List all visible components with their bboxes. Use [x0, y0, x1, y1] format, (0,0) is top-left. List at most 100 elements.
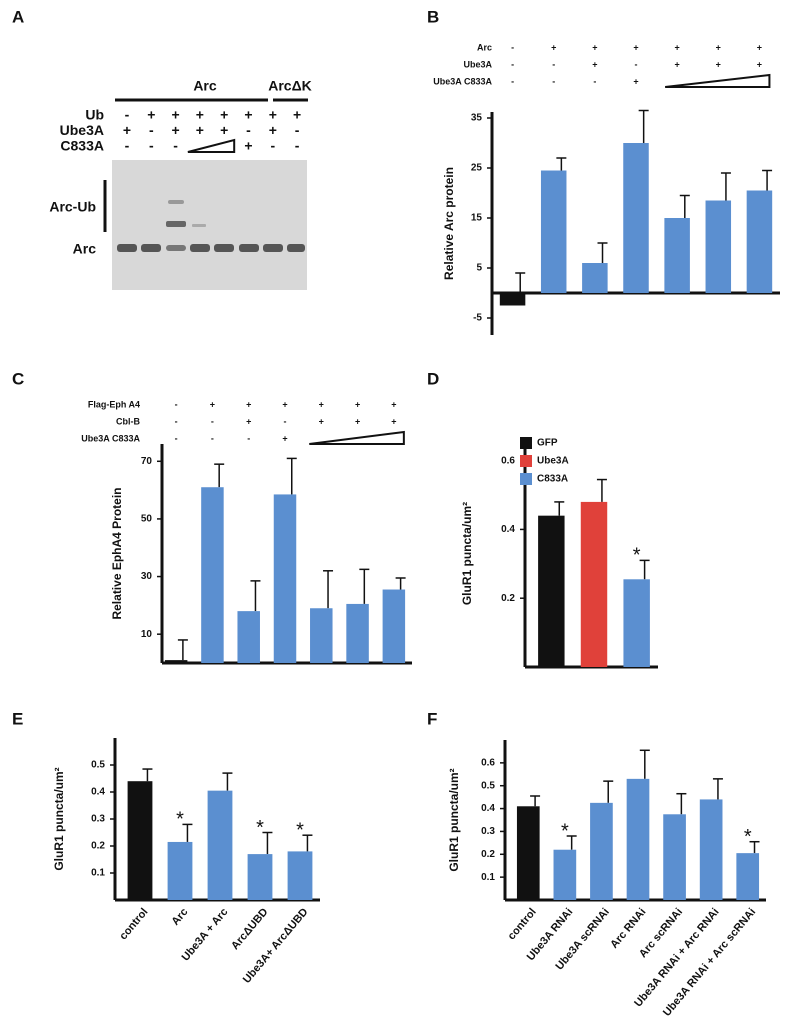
bar — [540, 170, 567, 293]
bar — [127, 781, 153, 900]
condition-sign: - — [246, 122, 251, 138]
legend-swatch — [520, 437, 532, 449]
condition-sign: + — [757, 59, 762, 69]
condition-sign: - — [511, 76, 514, 86]
y-tick-label: 0.1 — [91, 868, 105, 879]
bar — [167, 841, 193, 900]
bar — [538, 515, 565, 667]
y-axis-label: GluR1 puncta/um² — [52, 767, 66, 870]
condition-sign: - — [125, 107, 130, 123]
condition-sign: + — [244, 107, 252, 123]
bar — [623, 579, 650, 667]
wedge — [665, 73, 771, 88]
condition-sign: + — [172, 107, 180, 123]
condition-sign: + — [633, 76, 638, 86]
legend-label: GFP — [537, 438, 558, 449]
significance: * — [744, 826, 752, 848]
y-tick-label: 0.6 — [501, 455, 515, 466]
y-tick-label: 0.4 — [481, 803, 495, 814]
bar — [382, 589, 406, 663]
gel-header: Arc — [193, 78, 217, 94]
panel-label: B — [427, 7, 439, 26]
condition-sign: - — [511, 59, 514, 69]
y-tick-label: 10 — [141, 629, 153, 640]
condition-sign: - — [125, 138, 130, 154]
condition-sign: + — [123, 122, 131, 138]
bar — [626, 778, 650, 900]
condition-sign: - — [149, 122, 154, 138]
condition-sign: + — [757, 42, 762, 52]
gel-panel: A Arc ArcΔK Arc-Ub Arc — [12, 7, 312, 290]
band-label: Arc-Ub — [49, 199, 96, 215]
condition-sign: - — [593, 76, 596, 86]
condition-sign: - — [295, 138, 300, 154]
condition-sign: - — [175, 433, 178, 443]
legend-label: Ube3A — [537, 456, 569, 467]
significance: * — [633, 545, 641, 567]
band-label: Arc — [73, 241, 97, 257]
condition-sign: + — [551, 42, 556, 52]
bar — [623, 143, 649, 293]
legend-swatch — [520, 455, 532, 467]
gel-image — [112, 160, 307, 290]
condition-name: Ub — [85, 107, 104, 123]
condition-sign: + — [196, 122, 204, 138]
condition-sign: + — [147, 107, 155, 123]
panel-label: A — [12, 7, 24, 26]
bar — [736, 853, 760, 900]
condition-sign: + — [391, 399, 396, 409]
condition-name: Flag-Eph A4 — [88, 399, 140, 409]
bar — [699, 799, 723, 900]
bar — [746, 190, 773, 293]
condition-sign: - — [552, 76, 555, 86]
condition-sign: + — [269, 122, 277, 138]
condition-name: Ube3A C833A — [433, 76, 492, 86]
condition-sign: - — [295, 122, 300, 138]
condition-sign: + — [246, 399, 251, 409]
bar — [287, 851, 313, 900]
condition-name: Ube3A — [60, 122, 104, 138]
y-axis-label: Relative EphA4 Protein — [110, 487, 124, 619]
y-tick-label: 0.2 — [481, 849, 495, 860]
y-tick-label: 0.1 — [481, 872, 495, 883]
y-axis-label: GluR1 puncta/um² — [460, 502, 474, 605]
y-tick-label: 5 — [476, 263, 482, 274]
condition-sign: + — [293, 107, 301, 123]
condition-sign: - — [149, 138, 154, 154]
y-tick-label: 25 — [471, 163, 483, 174]
y-tick-label: 30 — [141, 571, 153, 582]
condition-sign: + — [244, 138, 252, 154]
bar — [664, 218, 690, 293]
bar — [516, 806, 540, 900]
y-tick-label: 35 — [471, 113, 483, 124]
y-tick-label: -5 — [473, 313, 482, 324]
y-axis-label: GluR1 puncta/um² — [447, 768, 461, 871]
y-tick-label: 0.6 — [481, 757, 495, 768]
bar — [590, 802, 613, 900]
gel-bands — [117, 200, 305, 252]
y-tick-label: 0.5 — [481, 780, 495, 791]
condition-sign: + — [355, 399, 360, 409]
legend-label: C833A — [537, 474, 568, 485]
panel-label: D — [427, 369, 439, 388]
y-tick-label: 0.2 — [91, 841, 105, 852]
condition-sign: + — [269, 107, 277, 123]
y-tick-label: 0.3 — [481, 826, 495, 837]
bar — [580, 501, 608, 667]
condition-sign: + — [220, 122, 228, 138]
condition-sign: + — [716, 42, 721, 52]
condition-sign: - — [284, 416, 287, 426]
condition-sign: + — [355, 416, 360, 426]
condition-sign: + — [246, 416, 251, 426]
bar — [705, 200, 732, 293]
condition-sign: + — [282, 399, 287, 409]
condition-name: Ube3A C833A — [81, 433, 140, 443]
condition-sign: - — [270, 138, 275, 154]
condition-sign: - — [511, 42, 514, 52]
condition-sign: + — [210, 399, 215, 409]
condition-sign: + — [716, 59, 721, 69]
significance: * — [176, 809, 184, 831]
condition-sign: - — [211, 416, 214, 426]
condition-sign: + — [282, 433, 287, 443]
condition-sign: - — [635, 59, 638, 69]
